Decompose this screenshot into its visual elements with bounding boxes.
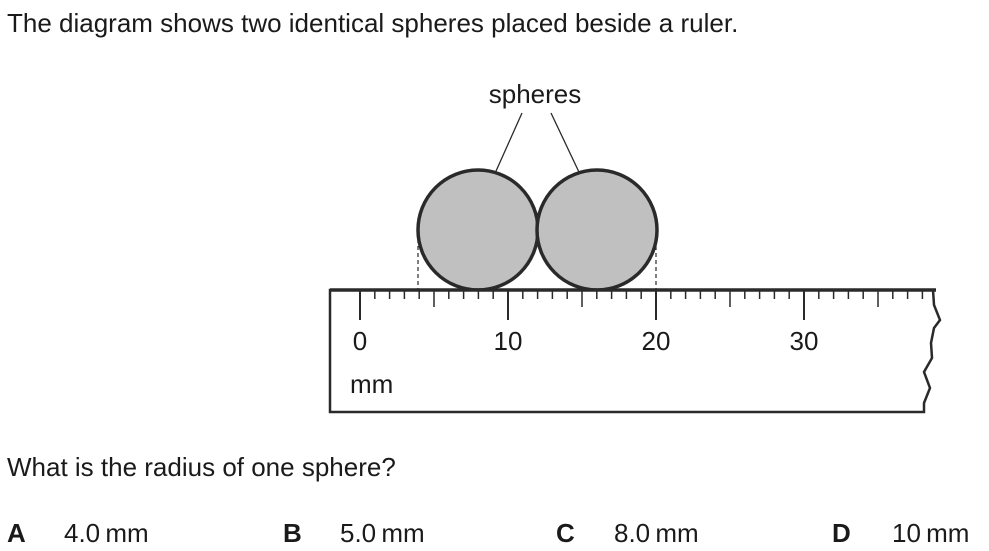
option-a[interactable]: A 4.0 mm — [7, 518, 149, 549]
sphere-left — [416, 168, 540, 292]
option-c-value: 8.0 mm — [614, 518, 699, 548]
option-b[interactable]: B 5.0 mm — [283, 518, 425, 549]
option-b-value: 5.0 mm — [340, 518, 425, 548]
question-prompt: What is the radius of one sphere? — [7, 452, 396, 482]
tick-label-20: 20 — [642, 326, 671, 356]
option-c-letter: C — [556, 518, 575, 548]
tick-label-30: 30 — [790, 326, 819, 356]
option-d-value: 10 mm — [892, 518, 970, 548]
option-d-letter: D — [832, 518, 851, 548]
question-intro: The diagram shows two identical spheres … — [7, 8, 739, 38]
ruler-ticks — [359, 290, 924, 320]
ruler-body — [328, 288, 942, 414]
tick-label-10: 10 — [494, 326, 523, 356]
option-a-value: 4.0 mm — [64, 518, 149, 548]
spheres-label: spheres — [489, 79, 582, 109]
option-b-letter: B — [283, 518, 302, 548]
tick-label-0: 0 — [353, 326, 367, 356]
sphere-right — [535, 168, 659, 292]
option-c[interactable]: C 8.0 mm — [556, 518, 699, 549]
option-d[interactable]: D 10 mm — [832, 518, 969, 549]
option-a-letter: A — [7, 518, 26, 548]
ruler-unit-label: mm — [350, 369, 393, 399]
